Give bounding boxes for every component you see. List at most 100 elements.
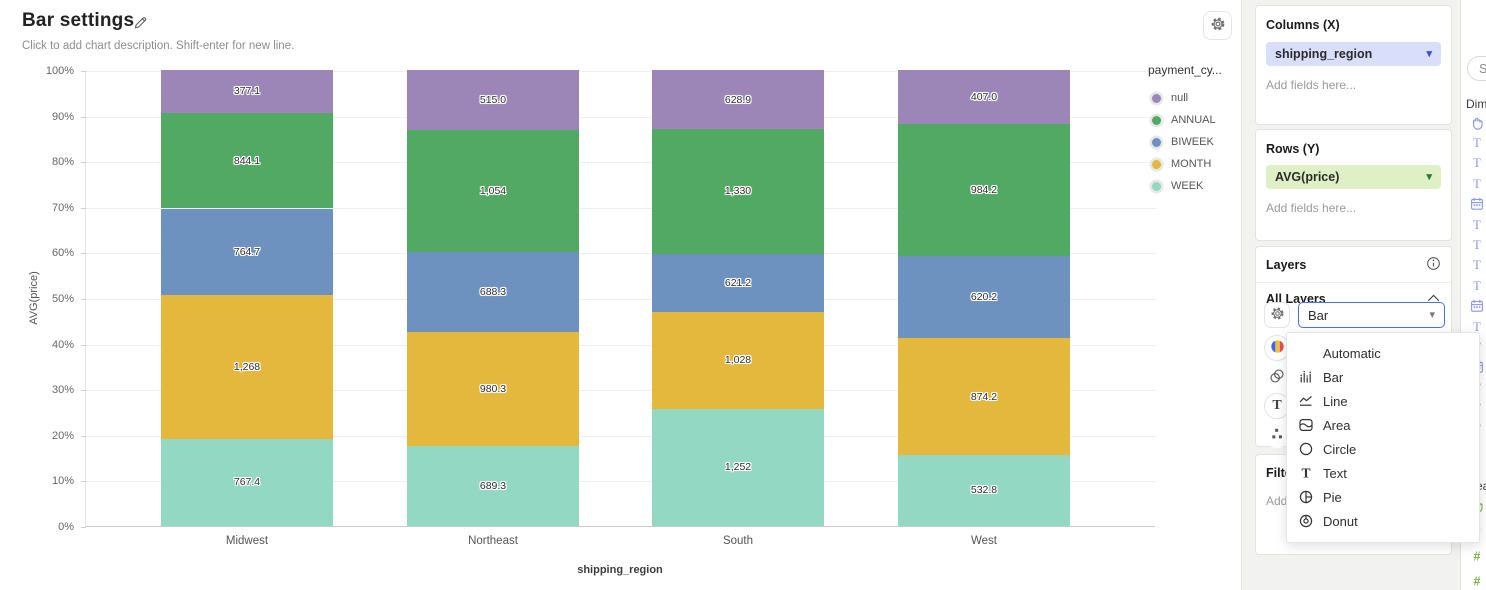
layer-type-row: Bar ▾ xyxy=(1264,302,1445,328)
menu-item-text[interactable]: T Text xyxy=(1287,461,1479,485)
edit-title-icon[interactable] xyxy=(133,15,148,35)
text-icon: T xyxy=(1272,398,1282,413)
bar-segment-null[interactable]: 628.9 xyxy=(652,70,824,130)
text-field-icon: T xyxy=(1469,217,1485,238)
number-field-icon: # xyxy=(1469,573,1485,590)
bar-south[interactable]: 1,252 1,028 621.2 1,330 628.9 xyxy=(652,70,824,526)
dimension-field-row[interactable]: T xyxy=(1469,155,1486,176)
bar-segment-annual[interactable]: 984.2 xyxy=(898,124,1070,256)
y-axis-tick xyxy=(81,207,86,209)
text-field-icon: T xyxy=(1469,155,1485,176)
legend-item-month[interactable]: MONTH xyxy=(1148,153,1238,175)
bar-segment-month[interactable]: 980.3 xyxy=(407,332,579,446)
bar-segment-month[interactable]: 874.2 xyxy=(898,338,1070,455)
bar-segment-week[interactable]: 532.8 xyxy=(898,454,1070,526)
menu-item-automatic[interactable]: Automatic xyxy=(1287,341,1479,365)
dimension-field-row[interactable] xyxy=(1469,197,1486,216)
bar-segment-month[interactable]: 1,028 xyxy=(652,312,824,409)
bar-segment-biweek[interactable]: 688.3 xyxy=(407,252,579,333)
legend-item-biweek[interactable]: BIWEEK xyxy=(1148,131,1238,153)
y-tick-label: 20% xyxy=(51,429,74,442)
svg-text:T: T xyxy=(1473,136,1481,150)
y-axis-tick xyxy=(81,116,86,118)
columns-panel: Columns (X) shipping_region ▾ Add fields… xyxy=(1255,5,1452,125)
text-style-button[interactable]: T xyxy=(1264,393,1290,419)
bar-segment-week[interactable]: 767.4 xyxy=(161,438,333,526)
bar-segment-biweek[interactable]: 764.7 xyxy=(161,208,333,296)
menu-item-pie[interactable]: Pie xyxy=(1287,485,1479,509)
bar-segment-month[interactable]: 1,268 xyxy=(161,295,333,439)
text-field-icon: T xyxy=(1469,176,1485,197)
bar-northeast[interactable]: 689.3 980.3 688.3 1,054 515.0 xyxy=(407,70,579,526)
bar-segment-annual[interactable]: 1,054 xyxy=(407,129,579,253)
bar-segment-week[interactable]: 1,252 xyxy=(652,408,824,526)
gridline xyxy=(86,162,1156,164)
bar-segment-null[interactable]: 515.0 xyxy=(407,70,579,130)
measure-field-row[interactable]: # xyxy=(1469,549,1486,568)
legend-label: MONTH xyxy=(1171,158,1212,170)
bar-segment-biweek[interactable]: 621.2 xyxy=(652,253,824,313)
gridline xyxy=(86,116,1156,118)
opacity-button[interactable] xyxy=(1264,364,1290,390)
chart-settings-button[interactable] xyxy=(1203,11,1232,40)
bar-west[interactable]: 532.8 874.2 620.2 984.2 407.0 xyxy=(898,70,1070,526)
legend-label: ANNUAL xyxy=(1171,114,1216,126)
measure-field-row[interactable]: # xyxy=(1469,575,1486,590)
segment-value-label: 1,330 xyxy=(724,185,752,198)
legend-label: WEEK xyxy=(1171,180,1204,192)
chart-description-placeholder[interactable]: Click to add chart description. Shift-en… xyxy=(22,40,295,52)
menu-item-area[interactable]: Area xyxy=(1287,413,1479,437)
no-icon xyxy=(1297,345,1315,361)
bar-segment-week[interactable]: 689.3 xyxy=(407,445,579,526)
info-icon[interactable] xyxy=(1426,256,1441,274)
menu-item-circle[interactable]: Circle xyxy=(1287,437,1479,461)
legend-item-null[interactable]: null xyxy=(1148,87,1238,109)
bar-segment-null[interactable]: 377.1 xyxy=(161,70,333,113)
svg-text:#: # xyxy=(1474,549,1481,563)
field-search-input[interactable] xyxy=(1467,56,1486,81)
color-palette-button[interactable] xyxy=(1264,335,1290,361)
dimension-field-row[interactable]: T xyxy=(1469,257,1486,278)
dimension-field-row[interactable]: T xyxy=(1469,238,1486,256)
dimension-field-row[interactable] xyxy=(1469,299,1486,318)
y-axis-title: AVG(price) xyxy=(28,271,40,325)
legend-item-annual[interactable]: ANNUAL xyxy=(1148,109,1238,131)
legend-dot xyxy=(1152,93,1161,103)
chart-card: Bar settings Click to add chart descript… xyxy=(22,10,1238,576)
dimension-field-row[interactable] xyxy=(1469,116,1486,134)
segment-value-label: 1,028 xyxy=(724,354,752,367)
layer-settings-button[interactable] xyxy=(1264,302,1290,328)
bar-midwest[interactable]: 767.4 1,268 764.7 844.1 377.1 xyxy=(161,70,333,526)
text-field-icon: T xyxy=(1469,257,1485,278)
legend-item-week[interactable]: WEEK xyxy=(1148,175,1238,197)
menu-item-line[interactable]: Line xyxy=(1287,389,1479,413)
columns-add-fields-dropzone[interactable]: Add fields here... xyxy=(1266,78,1357,92)
field-pill-shipping-region[interactable]: shipping_region ▾ xyxy=(1266,42,1441,66)
size-button[interactable] xyxy=(1264,422,1290,448)
y-axis-tick xyxy=(81,527,86,528)
dimension-field-row[interactable]: T xyxy=(1469,279,1486,297)
bar-segment-annual[interactable]: 1,330 xyxy=(652,129,824,254)
dimension-field-row[interactable]: T xyxy=(1469,177,1486,195)
dimension-field-row[interactable]: T xyxy=(1469,136,1486,154)
bar-segment-biweek[interactable]: 620.2 xyxy=(898,255,1070,339)
layer-type-select[interactable]: Bar ▾ xyxy=(1298,302,1445,328)
segment-value-label: 980.3 xyxy=(479,383,507,396)
menu-item-bar[interactable]: Bar xyxy=(1287,365,1479,389)
grab-hand-icon xyxy=(1469,115,1485,136)
caret-down-icon: ▾ xyxy=(1426,47,1432,60)
bar-segment-null[interactable]: 407.0 xyxy=(898,70,1070,125)
menu-item-donut[interactable]: Donut xyxy=(1287,509,1479,533)
menu-item-label: Donut xyxy=(1323,513,1358,529)
dimension-field-row[interactable]: T xyxy=(1469,320,1486,338)
menu-item-label: Line xyxy=(1323,393,1348,409)
y-tick-label: 70% xyxy=(51,201,74,214)
menu-item-label: Bar xyxy=(1323,369,1344,385)
field-pill-avg-price[interactable]: AVG(price) ▾ xyxy=(1266,165,1441,189)
legend-dot xyxy=(1152,181,1161,191)
bar-segment-annual[interactable]: 844.1 xyxy=(161,112,333,209)
rows-add-fields-dropzone[interactable]: Add fields here... xyxy=(1266,201,1357,215)
layer-type-menu: Automatic Bar Line Area Circle T Text Pie Donut xyxy=(1286,332,1480,543)
dimension-field-row[interactable]: T xyxy=(1469,218,1486,236)
x-tick-midwest: Midwest xyxy=(225,535,269,547)
